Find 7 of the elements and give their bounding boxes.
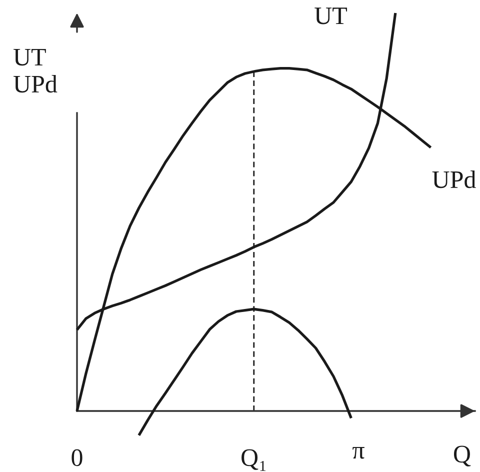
series-label: UPd (432, 170, 476, 188)
x-tick-label: 0 (72, 449, 82, 466)
x-axis-title: Q (454, 446, 471, 466)
y-axis-title: UT UPd (14, 48, 58, 93)
x-tick-label: Q₁ (242, 449, 266, 471)
series-label: π (352, 447, 364, 459)
series-label: UT (314, 8, 347, 24)
